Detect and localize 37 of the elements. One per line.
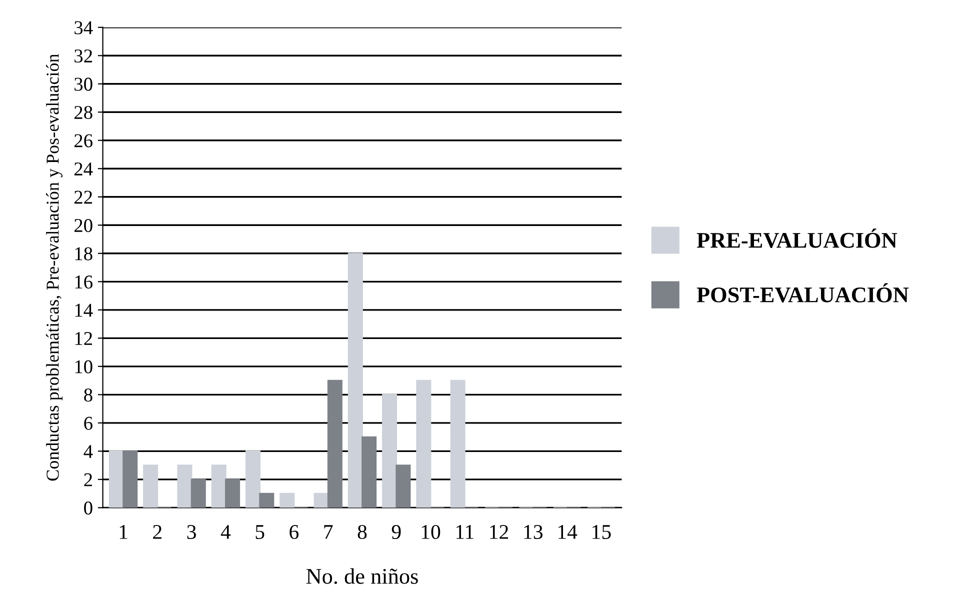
x-tick-label: 3 xyxy=(187,525,196,540)
y-tick-label: 6 xyxy=(84,416,92,430)
x-tick-label: 12 xyxy=(490,525,508,539)
y-tick-label: 12 xyxy=(75,332,92,345)
y-tick-label: 14 xyxy=(75,304,93,317)
y-tick-label: 30 xyxy=(74,78,92,91)
y-tick-label: 32 xyxy=(74,49,92,63)
x-tick-label: 4 xyxy=(220,525,231,539)
y-tick-label: 22 xyxy=(74,190,92,204)
x-tick-label: 15 xyxy=(592,525,611,540)
x-tick-label: 8 xyxy=(358,524,367,540)
x-tick-label: 5 xyxy=(256,525,264,540)
y-tick-label: 18 xyxy=(75,247,92,260)
x-tick-label: 10 xyxy=(422,524,440,540)
x-tick-label: 1 xyxy=(120,525,128,539)
y-tick-label: 28 xyxy=(74,106,92,120)
legend-label: PRE-EVALUACIÓN xyxy=(696,228,898,248)
y-tick-label: 2 xyxy=(84,473,92,486)
y-tick-label: 8 xyxy=(84,388,92,402)
x-tick-label: 9 xyxy=(392,525,401,540)
y-axis-title: Conductas problemáticas, Pre-evaluación y Pos-evaluación xyxy=(46,54,63,481)
y-tick-label: 16 xyxy=(75,276,92,289)
y-tick-label: 20 xyxy=(74,218,92,232)
legend-label: POST-EVALUACIÓN xyxy=(696,283,909,303)
y-tick-label: 4 xyxy=(84,445,93,458)
x-tick-label: 14 xyxy=(558,525,578,539)
x-tick-label: 13 xyxy=(524,525,543,540)
x-tick-label: 11 xyxy=(456,525,474,539)
y-tick-label: 26 xyxy=(74,134,92,148)
y-tick-label: 24 xyxy=(74,162,93,176)
x-tick-label: 6 xyxy=(290,525,299,540)
y-tick-label: 10 xyxy=(75,360,92,374)
x-axis-title: No. de niños xyxy=(306,568,418,584)
x-tick-label: 2 xyxy=(153,525,162,539)
y-tick-label: 0 xyxy=(84,501,92,515)
y-tick-label: 34 xyxy=(74,21,93,34)
x-tick-label: 7 xyxy=(324,525,333,539)
